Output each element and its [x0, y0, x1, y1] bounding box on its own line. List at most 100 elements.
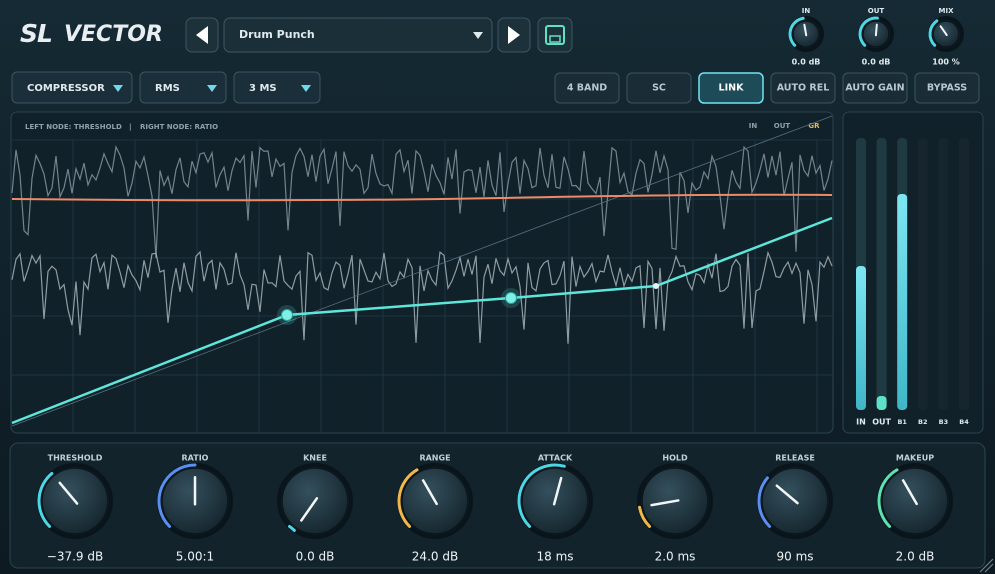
knob-label: IN — [802, 7, 811, 15]
meter-level — [856, 266, 866, 410]
knob-arc — [877, 468, 899, 528]
graph-caption: LEFT NODE: THRESHOLD — [25, 123, 122, 131]
control-label: MAKEUP — [896, 454, 934, 463]
prev-icon — [196, 26, 208, 44]
save-button[interactable] — [537, 17, 573, 53]
control-value: −37.9 dB — [47, 550, 103, 564]
preset-name: Drum Punch — [239, 28, 315, 41]
save-icon-slot — [549, 35, 561, 43]
knob-value: 0.0 dB — [862, 58, 891, 67]
knob-pointer — [775, 484, 799, 505]
graph-legend: GR — [808, 122, 820, 130]
waveform-out — [11, 250, 833, 344]
knob-pointer — [300, 497, 319, 522]
dropdown[interactable] — [139, 71, 227, 104]
logo-prefix: SL — [20, 19, 52, 48]
next-icon — [508, 26, 520, 44]
control-label: ATTACK — [538, 454, 573, 463]
control-label: KNEE — [303, 454, 327, 463]
knob-pointer — [421, 479, 438, 506]
meter-level — [876, 396, 887, 410]
graph-legend: IN — [749, 122, 758, 130]
graph-panel — [10, 111, 834, 434]
dropdown-arrow — [113, 85, 123, 92]
knob-pointer — [552, 476, 563, 506]
dropdown-label: COMPRESSOR — [27, 83, 105, 94]
dropdown-label: 3 MS — [249, 83, 277, 94]
knob-pointer — [803, 23, 808, 37]
toggle-label: 4 BAND — [567, 83, 607, 94]
dropdown-arrow — [207, 85, 217, 92]
waveform-in — [11, 145, 833, 259]
knee-node — [653, 283, 659, 289]
knob-arc — [858, 16, 879, 47]
gain-reduction-line — [11, 193, 833, 202]
unity-line — [11, 115, 833, 427]
knob-arc — [788, 16, 805, 47]
control-value: 2.0 ms — [655, 550, 696, 564]
knob-label: OUT — [868, 7, 885, 15]
knob-pointer — [650, 499, 680, 507]
toggle-label: AUTO GAIN — [845, 83, 904, 94]
meter-label: OUT — [872, 418, 891, 427]
control-label: THRESHOLD — [48, 454, 103, 463]
toggle-label: SC — [652, 83, 666, 94]
dropdown[interactable] — [11, 71, 133, 104]
curve-node[interactable] — [281, 309, 293, 321]
meter-level — [897, 194, 908, 410]
knob-arc — [928, 19, 939, 47]
toggle-button[interactable] — [698, 72, 764, 104]
toggle-button[interactable] — [914, 72, 980, 104]
control-label: RELEASE — [775, 454, 815, 463]
knob-track — [637, 463, 713, 539]
control-value: 5.00:1 — [176, 550, 214, 564]
toggle-label: AUTO REL — [777, 83, 830, 94]
meter-track — [959, 138, 969, 410]
toggle-button[interactable] — [626, 72, 692, 104]
toggle-label: BYPASS — [927, 83, 967, 94]
knob-pointer — [58, 481, 79, 505]
control-label: HOLD — [662, 454, 688, 463]
meter-track — [876, 138, 887, 410]
toggle-label: LINK — [719, 83, 745, 94]
knob-arc — [517, 463, 566, 528]
meter-track — [938, 138, 949, 410]
controls-panel — [9, 442, 986, 569]
knob-value: 0.0 dB — [792, 58, 821, 67]
knob-value: 100 % — [932, 58, 960, 67]
control-value: 2.0 dB — [896, 550, 935, 564]
knob-pointer — [939, 25, 948, 37]
meter-label: B1 — [897, 418, 907, 426]
logo-name: VECTOR — [64, 22, 163, 47]
preset-box[interactable] — [223, 17, 493, 53]
toggle-button[interactable] — [770, 72, 836, 104]
knob-arc — [638, 505, 652, 528]
dropdown-arrow — [301, 85, 311, 92]
control-value: 24.0 dB — [412, 550, 458, 564]
knob-arc — [157, 463, 197, 528]
meter-label: IN — [856, 418, 866, 427]
knob-arc — [37, 471, 54, 528]
knob-arc — [757, 476, 772, 528]
graph-caption-sep: | — [129, 123, 132, 132]
control-value: 18 ms — [536, 550, 573, 564]
control-value: 0.0 dB — [296, 550, 335, 564]
curve-node[interactable] — [505, 292, 517, 304]
meter-label: B3 — [939, 418, 948, 426]
knob-track — [277, 463, 353, 539]
preset-arrow — [473, 32, 483, 39]
knob-label: MIX — [939, 7, 955, 15]
knob-pointer — [901, 479, 918, 506]
toggle-button[interactable] — [842, 72, 908, 104]
graph-legend: OUT — [774, 122, 791, 130]
save-icon — [545, 25, 565, 45]
meter-track — [917, 138, 928, 410]
knob-pointer — [874, 23, 878, 37]
dropdown-label: RMS — [155, 83, 180, 94]
toggle-button[interactable] — [554, 72, 620, 104]
control-label: RATIO — [182, 454, 209, 463]
dropdown[interactable] — [233, 71, 321, 104]
control-label: RANGE — [419, 454, 450, 463]
meter-label: B2 — [918, 418, 927, 426]
